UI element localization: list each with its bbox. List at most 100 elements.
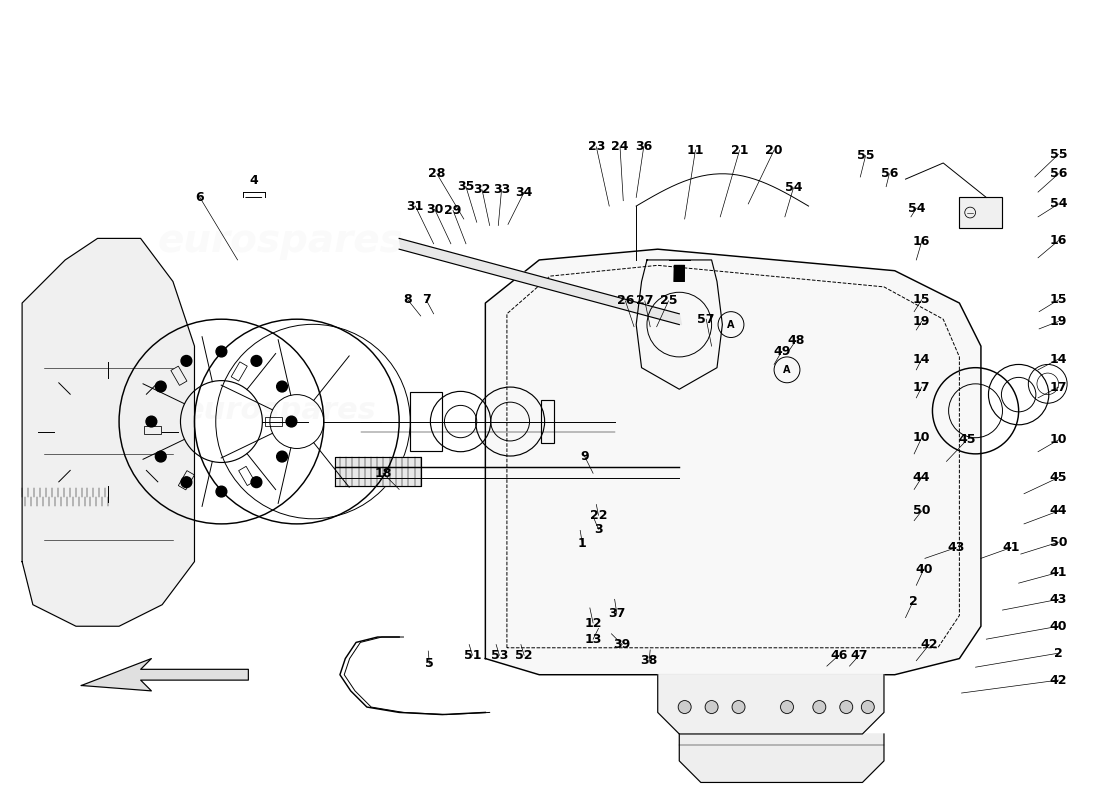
Circle shape	[251, 355, 262, 366]
Text: 38: 38	[640, 654, 658, 667]
Text: 15: 15	[913, 294, 931, 306]
Bar	[239, 466, 255, 486]
Text: 45: 45	[958, 434, 976, 446]
Circle shape	[251, 477, 262, 487]
Text: 18: 18	[374, 466, 392, 480]
Circle shape	[286, 416, 297, 427]
Bar	[959, 198, 1002, 228]
Text: 12: 12	[584, 617, 602, 630]
Text: 28: 28	[428, 167, 446, 180]
Text: 14: 14	[913, 353, 931, 366]
Text: 8: 8	[404, 294, 412, 306]
Text: 2: 2	[1054, 646, 1063, 660]
Text: 26: 26	[617, 294, 634, 307]
Polygon shape	[399, 238, 681, 325]
Text: 20: 20	[766, 143, 783, 157]
Text: 47: 47	[850, 649, 868, 662]
Text: 39: 39	[614, 638, 630, 651]
Text: 5: 5	[425, 658, 433, 670]
Polygon shape	[485, 249, 981, 674]
Text: eurospares: eurospares	[691, 461, 883, 490]
Text: 41: 41	[1049, 566, 1067, 579]
Text: 56: 56	[1049, 167, 1067, 180]
Text: 31: 31	[407, 199, 424, 213]
Text: 19: 19	[1049, 315, 1067, 328]
Circle shape	[277, 451, 287, 462]
Text: 52: 52	[516, 649, 532, 662]
Text: 7: 7	[421, 294, 430, 306]
Text: 50: 50	[913, 505, 931, 518]
Text: 37: 37	[608, 607, 626, 620]
Text: 50: 50	[1049, 536, 1067, 549]
Text: 23: 23	[587, 140, 605, 154]
Text: eurospares: eurospares	[185, 396, 377, 426]
Text: 51: 51	[464, 649, 481, 662]
Text: 45: 45	[1049, 471, 1067, 484]
Text: 27: 27	[636, 294, 653, 307]
Polygon shape	[658, 674, 884, 734]
Text: 54: 54	[784, 182, 802, 194]
Text: 4: 4	[250, 174, 258, 186]
Text: 16: 16	[1049, 234, 1067, 247]
Circle shape	[813, 701, 826, 714]
Text: eurospares: eurospares	[481, 445, 727, 482]
Text: 19: 19	[913, 315, 931, 328]
Text: 3: 3	[594, 522, 603, 536]
Bar	[541, 400, 554, 443]
Bar	[144, 426, 161, 434]
Bar	[264, 418, 282, 426]
Text: 55: 55	[1049, 148, 1067, 161]
Text: A: A	[783, 365, 791, 375]
Circle shape	[705, 701, 718, 714]
Text: 35: 35	[458, 180, 475, 193]
Text: 36: 36	[635, 140, 652, 154]
Circle shape	[861, 701, 875, 714]
Text: 29: 29	[444, 204, 462, 217]
Circle shape	[146, 416, 157, 427]
Circle shape	[182, 477, 191, 487]
Text: 44: 44	[913, 471, 931, 484]
Circle shape	[679, 701, 691, 714]
Text: 44: 44	[1049, 505, 1067, 518]
Text: 33: 33	[493, 183, 510, 197]
Text: 22: 22	[590, 509, 607, 522]
Text: eurospares: eurospares	[157, 222, 404, 259]
Text: 14: 14	[1049, 353, 1067, 366]
Text: 53: 53	[491, 649, 508, 662]
Polygon shape	[81, 658, 249, 691]
Text: A: A	[727, 319, 735, 330]
Text: 2: 2	[909, 595, 917, 608]
Circle shape	[839, 701, 853, 714]
Bar	[231, 362, 248, 381]
Text: 40: 40	[1049, 620, 1067, 633]
Text: 9: 9	[580, 450, 588, 462]
Polygon shape	[680, 734, 884, 782]
Circle shape	[216, 346, 227, 357]
Text: 55: 55	[857, 149, 874, 162]
Text: 6: 6	[196, 191, 205, 204]
Text: 16: 16	[913, 235, 931, 248]
Text: 11: 11	[686, 143, 704, 157]
Text: 48: 48	[786, 334, 804, 347]
Text: 10: 10	[1049, 434, 1067, 446]
Text: 30: 30	[426, 203, 443, 216]
Text: 54: 54	[908, 202, 925, 214]
Bar	[178, 470, 195, 490]
Text: 15: 15	[1049, 294, 1067, 306]
Circle shape	[277, 381, 287, 392]
Polygon shape	[22, 238, 195, 626]
Text: 10: 10	[913, 431, 931, 444]
Text: 43: 43	[1049, 593, 1067, 606]
Circle shape	[216, 486, 227, 497]
Text: 25: 25	[660, 294, 678, 307]
Text: 32: 32	[473, 183, 491, 197]
Text: 17: 17	[1049, 381, 1067, 394]
Circle shape	[733, 701, 745, 714]
Text: 1: 1	[578, 537, 586, 550]
Bar	[170, 366, 187, 386]
Text: 49: 49	[773, 345, 790, 358]
Text: 40: 40	[915, 562, 933, 576]
Text: 17: 17	[913, 381, 931, 394]
Circle shape	[155, 381, 166, 392]
Text: 41: 41	[1002, 541, 1020, 554]
